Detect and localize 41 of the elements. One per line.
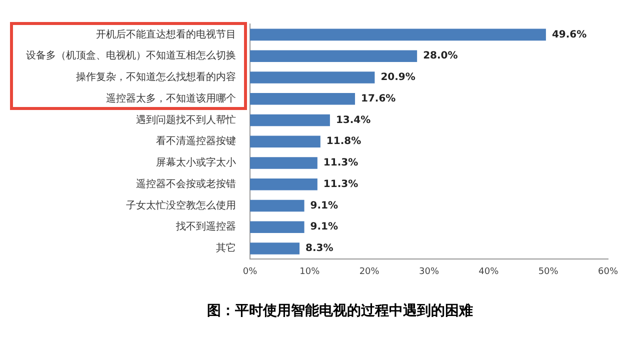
bar: [250, 114, 330, 126]
x-tick-label: 20%: [359, 266, 380, 277]
y-tick-label: 看不清遥控器按键: [156, 135, 236, 148]
data-label: 9.1%: [310, 222, 338, 233]
data-label: 11.3%: [323, 158, 358, 169]
data-label: 11.8%: [326, 136, 362, 148]
y-tick-label: 其它: [216, 242, 236, 254]
bar: [250, 221, 304, 234]
bar: [250, 157, 318, 169]
x-tick-label: 0%: [242, 266, 258, 277]
y-tick-label: 子女太忙没空教怎么使用: [126, 199, 236, 212]
data-label: 17.6%: [361, 93, 396, 104]
text: 图：平时使用智能电视的过程中遇到的困难: [206, 302, 474, 320]
y-tick-label: 设备多（机顶盒、电视机）不知道互相怎么切换: [26, 50, 236, 62]
y-tick-label: 遇到问题找不到人帮忙: [136, 114, 236, 126]
data-label: 8.3%: [306, 243, 334, 254]
x-tick-label: 30%: [418, 266, 440, 277]
data-label: 49.6%: [552, 29, 587, 40]
x-tick-label: 60%: [598, 266, 618, 277]
data-label: 28.0%: [423, 50, 458, 62]
y-tick-label: 找不到遥控器: [175, 220, 236, 233]
data-label: 9.1%: [310, 200, 338, 212]
bar: [250, 200, 304, 212]
y-tick-label: 遥控器太多，不知道该用哪个: [106, 92, 236, 104]
x-tick-label: 10%: [300, 266, 320, 277]
y-tick-label: 开机后不能直达想看的电视节目: [96, 28, 236, 40]
y-tick-label: 屏幕太小或字太小: [156, 156, 236, 169]
x-tick-label: 40%: [478, 266, 500, 277]
bar: [250, 178, 318, 190]
bar: [250, 28, 546, 41]
x-tick-label: 50%: [538, 266, 559, 277]
y-tick-label: 遥控器不会按或老按错: [136, 178, 236, 190]
y-tick-label: 操作复杂，不知道怎么找想看的内容: [76, 71, 236, 84]
bar: [250, 72, 375, 84]
bar: [250, 242, 300, 254]
bar: [250, 136, 320, 148]
data-label: 20.9%: [380, 72, 416, 84]
bar: [250, 92, 356, 105]
data-label: 11.3%: [323, 178, 358, 190]
data-label: 13.4%: [336, 114, 371, 126]
bar: [250, 50, 418, 62]
